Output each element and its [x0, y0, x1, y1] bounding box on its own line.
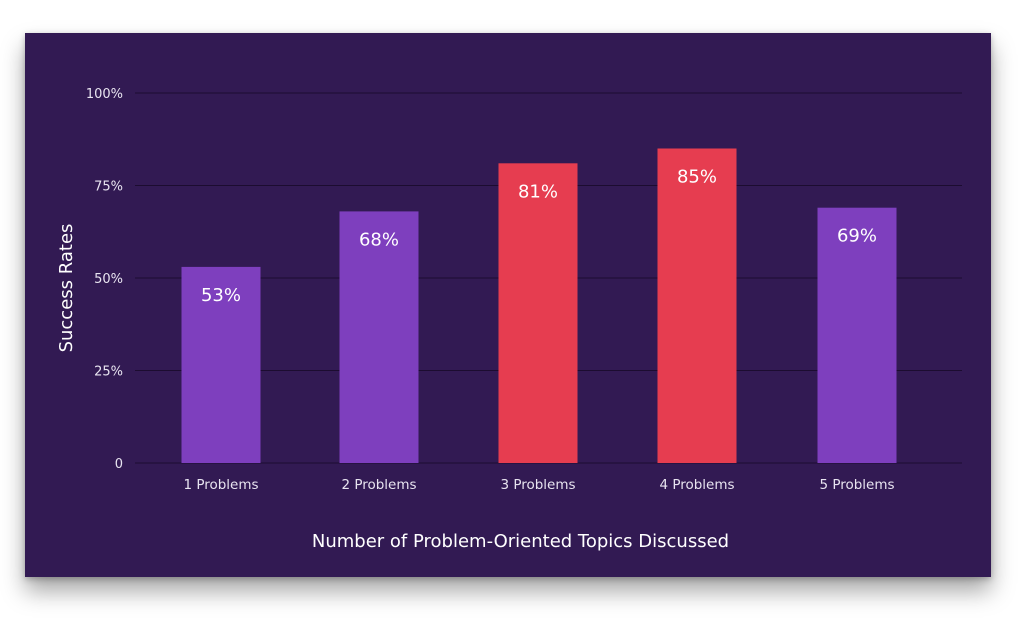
x-tick-label: 2 Problems	[341, 477, 416, 493]
bar	[181, 266, 261, 463]
y-tick-label: 0	[115, 457, 123, 472]
y-tick-label: 50%	[94, 272, 123, 287]
bar	[817, 207, 897, 463]
bar-value-label: 81%	[518, 181, 558, 202]
bar	[657, 148, 737, 463]
bar	[339, 211, 419, 463]
chart-card: 53% 68% 81% 85% 69% 0 25% 50% 75% 100% 1 Problem…	[25, 33, 991, 577]
x-tick-label: 5 Problems	[819, 477, 894, 493]
x-tick-label: 3 Problems	[500, 477, 575, 493]
x-tick-label: 1 Problems	[183, 477, 258, 493]
x-tick-labels: 1 Problems 2 Problems 3 Problems 4 Problems…	[183, 477, 894, 493]
y-tick-label: 75%	[94, 180, 123, 195]
y-tick-label: 100%	[86, 87, 123, 102]
bar-value-label: 53%	[201, 285, 241, 306]
bar	[498, 163, 578, 464]
bars: 53% 68% 81% 85% 69%	[181, 148, 897, 464]
bar-chart: 53% 68% 81% 85% 69% 0 25% 50% 75% 100% 1 Problem…	[56, 87, 962, 552]
bar-value-label: 69%	[837, 226, 877, 247]
bar-value-label: 85%	[677, 167, 717, 188]
y-tick-label: 25%	[94, 365, 123, 380]
y-axis-title: Success Rates	[56, 224, 77, 353]
x-axis-title: Number of Problem-Oriented Topics Discus…	[312, 531, 729, 552]
y-tick-labels: 0 25% 50% 75% 100%	[86, 87, 123, 472]
bar-value-label: 68%	[359, 229, 399, 250]
x-tick-label: 4 Problems	[659, 477, 734, 493]
